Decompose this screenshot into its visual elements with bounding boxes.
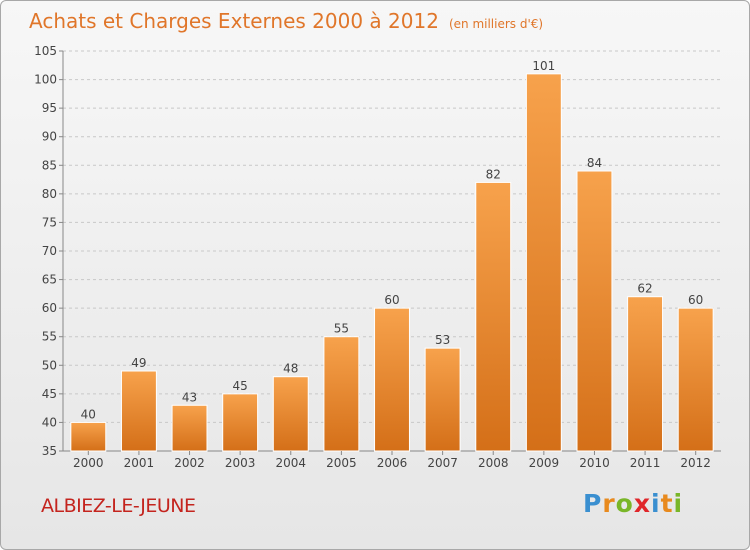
x-tick-label: 2005	[326, 456, 357, 470]
y-tick-label: 90	[42, 130, 57, 144]
bar-2003	[222, 393, 259, 452]
x-tick-label: 2012	[680, 456, 711, 470]
y-tick-label: 45	[42, 387, 57, 401]
x-tick-label: 2009	[529, 456, 560, 470]
data-label-2005: 55	[334, 322, 349, 336]
bar-2010	[576, 170, 613, 452]
x-tick-label: 2001	[124, 456, 155, 470]
commune-name: ALBIEZ-LE-JEUNE	[41, 495, 196, 517]
bar-2006	[374, 307, 410, 452]
y-tick-label: 70	[42, 244, 57, 258]
x-tick-label: 2011	[630, 456, 661, 470]
x-tick-label: 2010	[579, 456, 610, 470]
y-tick-label: 100	[34, 73, 57, 87]
bar-2000	[70, 421, 107, 452]
bar-2011	[627, 296, 664, 452]
y-tick-label: 105	[34, 44, 57, 58]
logo-letter: i	[651, 489, 661, 518]
x-tick-label: 2003	[225, 456, 256, 470]
data-label-2007: 53	[435, 333, 450, 347]
data-label-2011: 62	[637, 282, 652, 296]
bar-2008	[475, 181, 512, 452]
logo-letter: o	[615, 489, 634, 518]
x-tick-label: 2006	[377, 456, 408, 470]
logo-letter: i	[673, 489, 684, 518]
y-tick-label: 40	[42, 415, 57, 429]
logo-letter: t	[660, 489, 674, 518]
data-label-2008: 82	[486, 167, 501, 181]
y-tick-label: 75	[42, 215, 57, 229]
bar-2007	[424, 347, 461, 452]
bar-2001	[120, 370, 157, 452]
x-tick-label: 2004	[275, 456, 306, 470]
logo-letter: P	[583, 489, 603, 518]
data-label-2001: 49	[131, 356, 146, 370]
data-label-2012: 60	[688, 293, 703, 307]
y-tick-label: 80	[42, 187, 57, 201]
chart-title: Achats et Charges Externes 2000 à 2012 (e…	[29, 9, 544, 33]
data-label-2010: 84	[587, 156, 602, 170]
data-label-2004: 48	[283, 362, 298, 376]
bar-2012	[677, 307, 714, 452]
chart-subtitle: (en milliers d'€)	[448, 17, 544, 31]
data-label-2003: 45	[233, 379, 248, 393]
data-label-2002: 43	[182, 390, 197, 404]
y-tick-label: 95	[42, 101, 57, 115]
logo-letter: x	[633, 489, 651, 518]
bar-2009	[525, 73, 562, 452]
y-tick-label: 55	[42, 330, 57, 344]
proxiti-logo: Proxiti	[583, 489, 683, 518]
x-tick-label: 2000	[73, 456, 104, 470]
x-tick-label: 2008	[478, 456, 509, 470]
x-tick-label: 2002	[174, 456, 205, 470]
y-tick-label: 50	[42, 358, 57, 372]
data-label-2006: 60	[384, 293, 399, 307]
bar-2004	[272, 376, 309, 452]
bar-2002	[171, 404, 208, 452]
bar-2005	[323, 336, 360, 452]
logo-letter: r	[602, 489, 616, 518]
data-label-2000: 40	[81, 407, 96, 421]
y-tick-label: 65	[42, 273, 57, 287]
y-tick-label: 35	[42, 444, 57, 458]
data-label-2009: 101	[532, 59, 555, 73]
y-tick-label: 85	[42, 158, 57, 172]
y-tick-label: 60	[42, 301, 57, 315]
x-tick-label: 2007	[427, 456, 458, 470]
